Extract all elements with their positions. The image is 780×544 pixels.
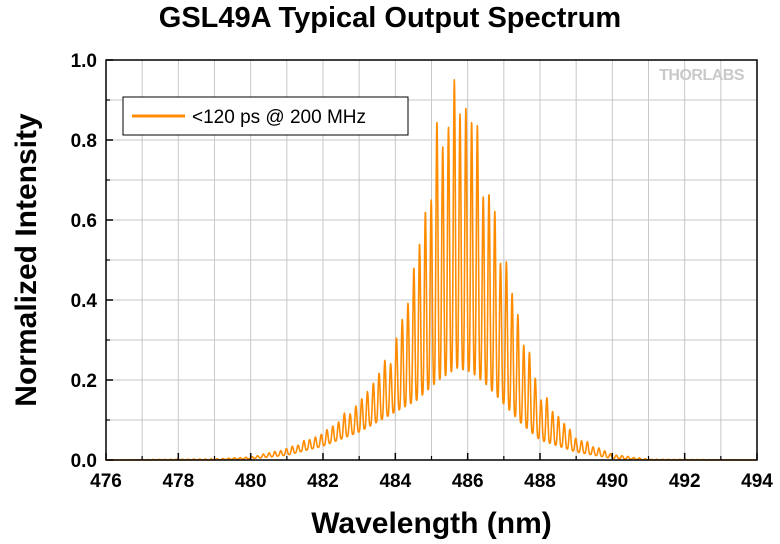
y-tick-label: 0.6	[71, 211, 97, 232]
x-tick-label: 480	[235, 471, 267, 492]
legend-label: <120 ps @ 200 MHz	[192, 107, 366, 128]
chart-title: GSL49A Typical Output Spectrum	[158, 2, 622, 34]
thorlabs-logo: THORLABS	[659, 67, 745, 84]
x-tick-label: 490	[596, 471, 628, 492]
legend: <120 ps @ 200 MHz	[122, 96, 409, 136]
x-tick-label: 478	[162, 471, 194, 492]
y-tick-label: 1.0	[71, 51, 97, 72]
x-tick-label: 494	[741, 471, 773, 492]
x-tick-label: 484	[379, 471, 411, 492]
x-tick-label: 492	[669, 471, 701, 492]
axis-ticks	[105, 59, 758, 461]
y-tick-label: 0.2	[71, 371, 97, 392]
y-tick-label: 0.0	[71, 451, 97, 472]
y-axis-title: Normalized Intensity	[10, 113, 43, 407]
y-tick-label: 0.4	[71, 291, 98, 312]
x-tick-label: 476	[90, 471, 122, 492]
tick-labels: 476 478 480 482 484 486 488 490 492 494 0.0 0.2 0.4 0…	[71, 51, 774, 492]
x-tick-label: 488	[524, 471, 556, 492]
y-tick-label: 0.8	[71, 131, 97, 152]
x-axis-title: Wavelength (nm)	[311, 507, 552, 540]
x-tick-label: 482	[307, 471, 339, 492]
x-tick-label: 486	[452, 471, 484, 492]
legend-box	[122, 96, 409, 136]
